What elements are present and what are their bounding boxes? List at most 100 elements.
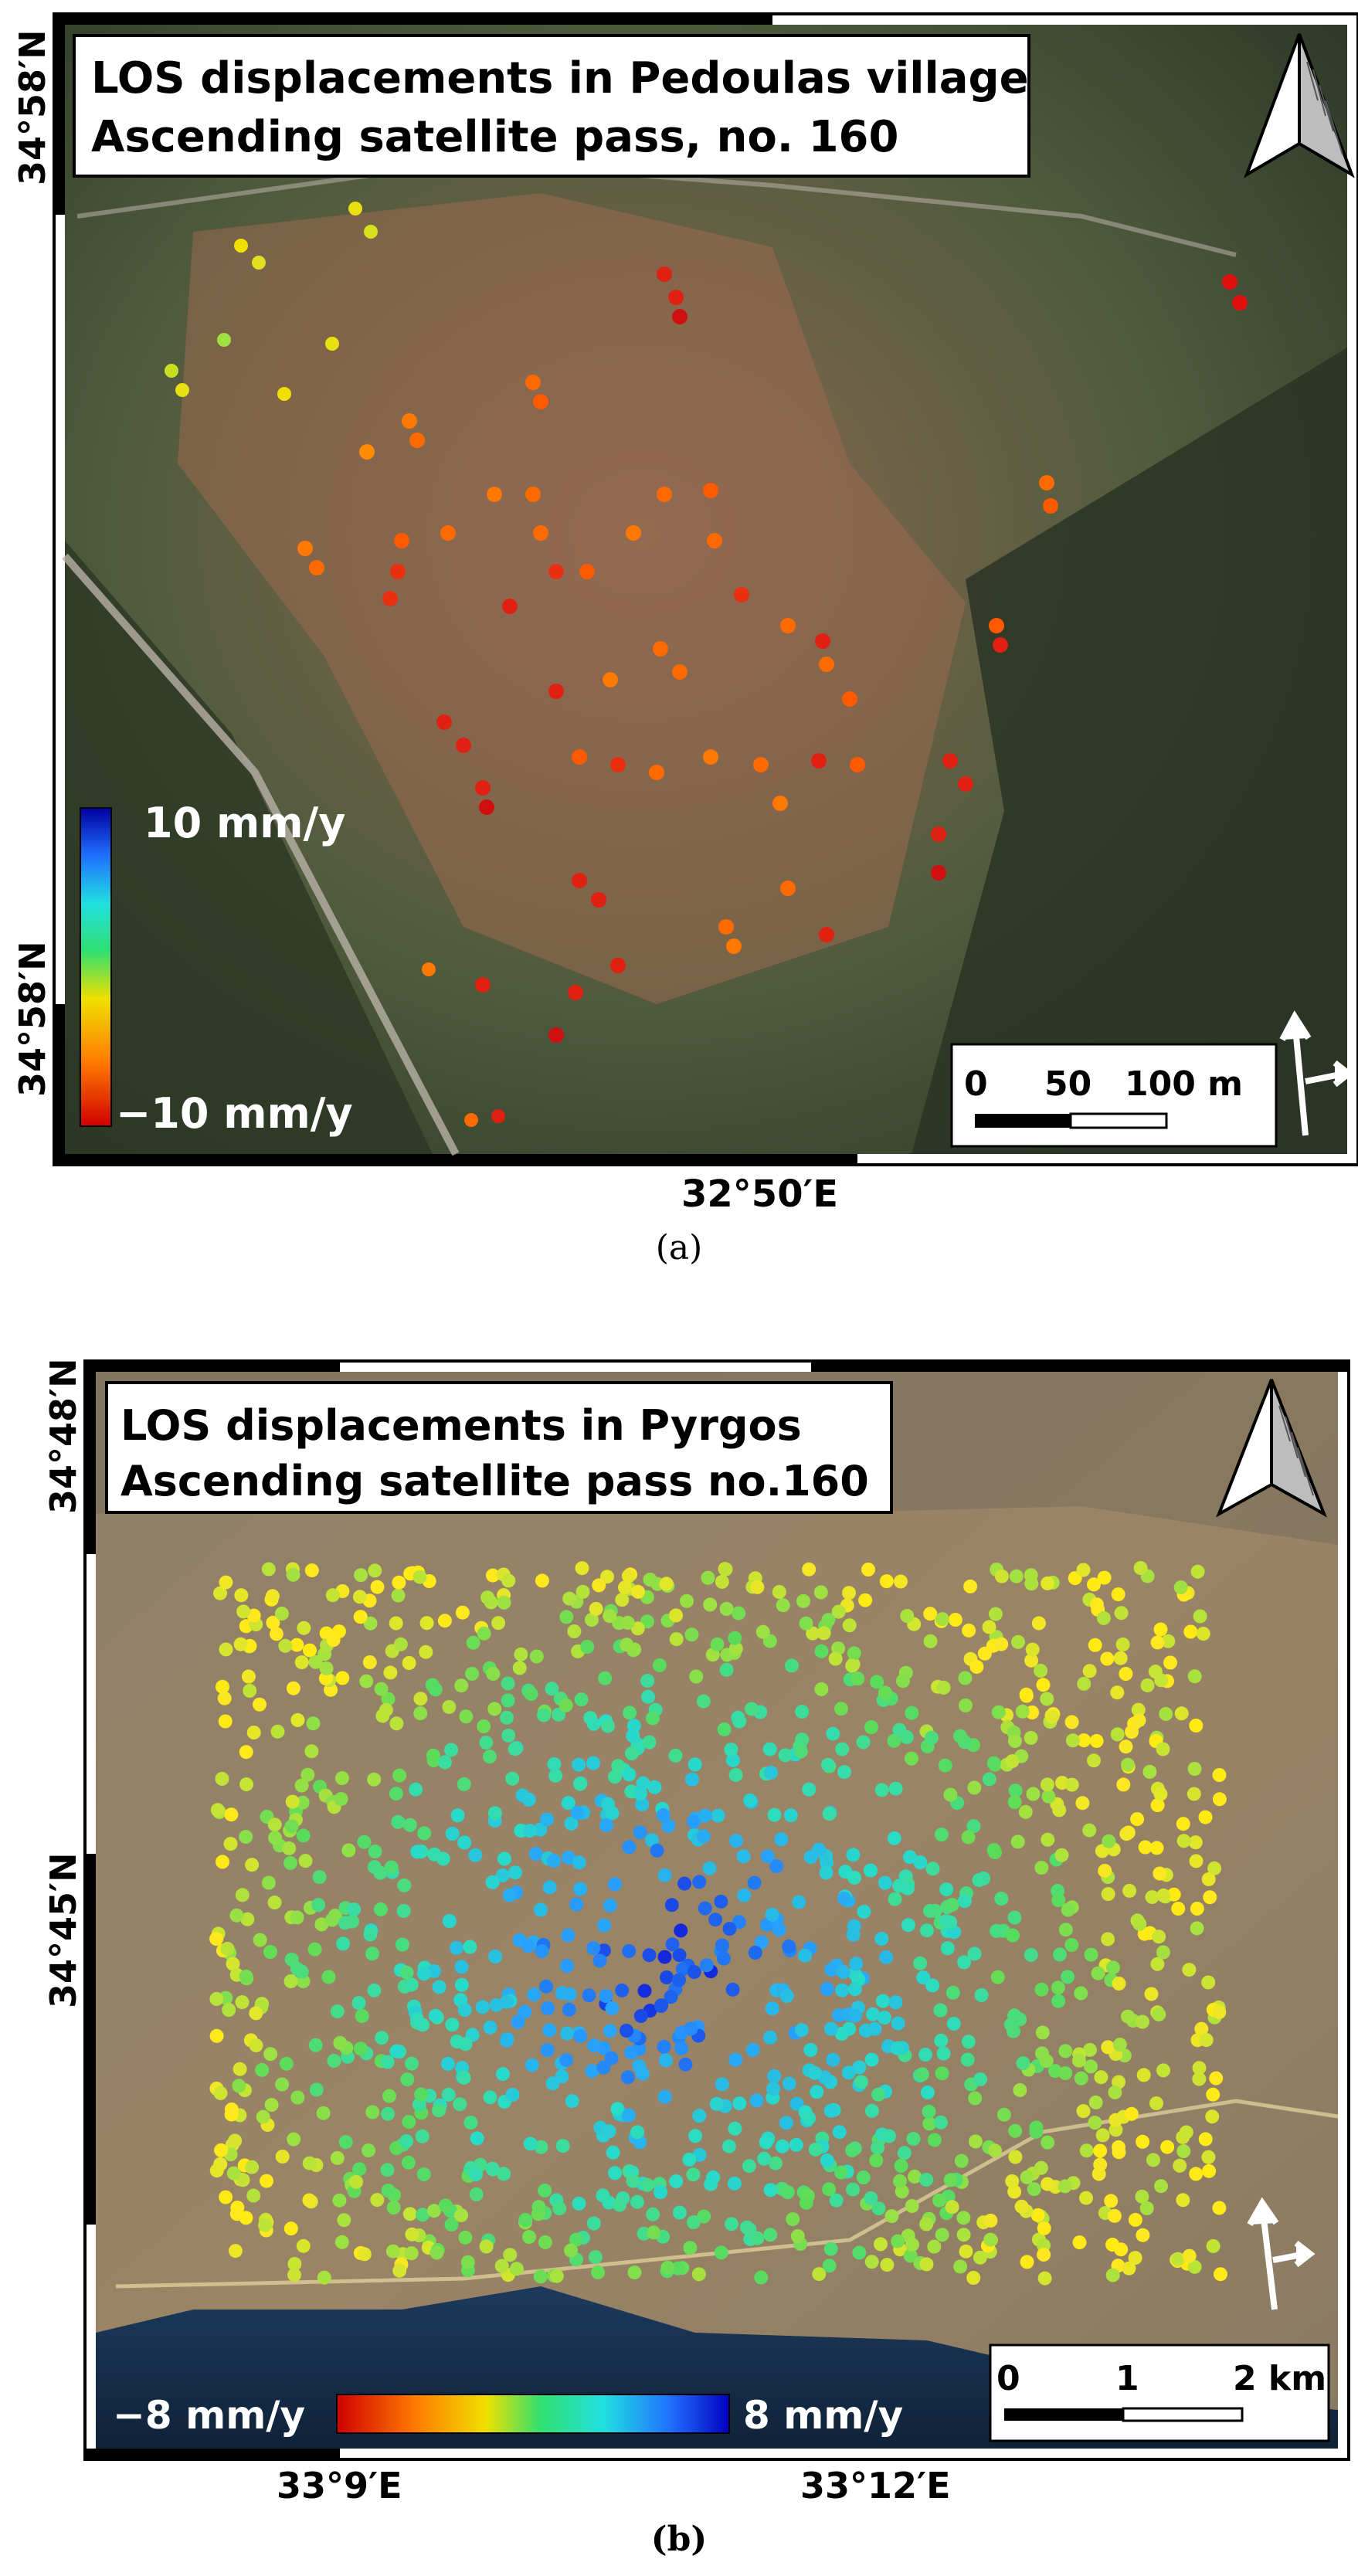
ps-point bbox=[755, 1624, 770, 1639]
ps-point bbox=[861, 1563, 875, 1576]
ps-point bbox=[1011, 1634, 1025, 1649]
ps-point bbox=[389, 2141, 404, 2155]
ps-point bbox=[286, 1567, 300, 1582]
ps-point bbox=[988, 2143, 1003, 2158]
ps-point bbox=[233, 2062, 247, 2076]
ps-point bbox=[785, 1658, 799, 1673]
ps-point bbox=[708, 1912, 723, 1927]
ps-point bbox=[1101, 1932, 1115, 1946]
ps-point bbox=[283, 1855, 297, 1870]
ps-point bbox=[814, 1644, 829, 1658]
ps-point bbox=[217, 1691, 232, 1705]
ps-point bbox=[969, 1659, 984, 1674]
ps-point bbox=[220, 1942, 235, 1956]
ps-point bbox=[460, 2255, 475, 2269]
ps-point bbox=[1087, 1753, 1101, 1768]
ps-point bbox=[668, 290, 684, 305]
ps-point bbox=[542, 2023, 557, 2038]
ps-point bbox=[1091, 1966, 1105, 1980]
coast-road-b bbox=[115, 2099, 1339, 2289]
ps-point bbox=[1161, 1634, 1176, 1648]
ps-point bbox=[591, 892, 606, 908]
ps-point bbox=[786, 2212, 800, 2227]
panel-a-title-line2: Ascending satellite pass, no. 160 bbox=[91, 112, 898, 162]
ps-point bbox=[642, 1735, 657, 1750]
ps-point bbox=[967, 1946, 982, 1961]
ps-point bbox=[732, 1606, 746, 1621]
ps-point bbox=[1152, 1929, 1166, 1944]
los-direction-icon bbox=[1247, 2197, 1316, 2310]
ps-point bbox=[890, 2041, 905, 2055]
ps-point bbox=[487, 1806, 502, 1821]
ps-point bbox=[483, 2090, 497, 2105]
ps-point bbox=[535, 1944, 549, 1958]
ps-point bbox=[1061, 1970, 1075, 1984]
ps-point bbox=[677, 1876, 692, 1891]
ps-point bbox=[697, 2209, 711, 2224]
ps-point bbox=[652, 1658, 667, 1672]
ps-point bbox=[934, 2033, 949, 2048]
ps-point bbox=[829, 2193, 844, 2208]
ps-point bbox=[938, 1758, 952, 1773]
ps-point bbox=[491, 1109, 505, 1123]
panel-b-lon-left: 33°9′E bbox=[277, 2465, 402, 2506]
ps-point bbox=[284, 1819, 299, 1834]
ps-point bbox=[657, 1950, 672, 1964]
ps-point bbox=[349, 2174, 364, 2189]
ps-point bbox=[802, 1562, 816, 1576]
ps-point bbox=[993, 637, 1008, 653]
ps-point bbox=[599, 1989, 613, 2003]
ps-point bbox=[923, 1634, 938, 1648]
ps-point bbox=[1112, 2038, 1127, 2052]
ps-point bbox=[871, 2140, 885, 2155]
ps-point bbox=[636, 1776, 650, 1790]
ps-point bbox=[501, 1573, 516, 1588]
ps-point bbox=[645, 1833, 659, 1848]
ps-point bbox=[565, 2094, 579, 2109]
ps-point bbox=[412, 1570, 427, 1584]
ps-point bbox=[284, 1953, 299, 1967]
ps-point bbox=[1187, 1669, 1202, 1684]
ps-point bbox=[623, 1705, 637, 1720]
ps-point bbox=[596, 2060, 611, 2075]
ps-point bbox=[399, 1965, 414, 1980]
ps-point bbox=[725, 1982, 740, 1997]
ps-point bbox=[657, 2089, 672, 2104]
ps-point bbox=[961, 1830, 976, 1845]
ps-point bbox=[849, 1957, 864, 1971]
ps-point bbox=[1007, 2008, 1022, 2023]
ps-point bbox=[1018, 1804, 1033, 1819]
ps-point bbox=[1144, 1987, 1159, 2001]
ps-point bbox=[686, 2215, 701, 2229]
ps-point bbox=[657, 2039, 671, 2054]
ps-point bbox=[834, 2165, 849, 2180]
ps-point bbox=[483, 1750, 497, 1764]
ps-point bbox=[742, 2159, 756, 2174]
ps-point bbox=[218, 1714, 233, 1729]
ps-point bbox=[303, 1643, 317, 1658]
ps-point bbox=[1034, 2160, 1048, 2175]
ps-point bbox=[1031, 1616, 1046, 1631]
ps-point bbox=[1015, 1704, 1030, 1719]
ps-point bbox=[600, 1719, 615, 1733]
ps-point bbox=[501, 1728, 516, 1743]
ps-point bbox=[1076, 1563, 1091, 1577]
ps-point bbox=[483, 2020, 497, 2035]
ps-point bbox=[549, 2269, 564, 2283]
los-direction-icon bbox=[1279, 1010, 1354, 1136]
ps-point bbox=[477, 1719, 491, 1733]
ps-point bbox=[893, 2174, 907, 2188]
ps-point bbox=[1112, 1977, 1126, 1991]
ps-point bbox=[814, 1682, 829, 1696]
ps-point bbox=[1051, 1994, 1066, 2008]
ps-point bbox=[436, 714, 452, 730]
ps-point bbox=[338, 1916, 352, 1930]
ps-point bbox=[888, 1995, 903, 2010]
ps-point bbox=[487, 487, 502, 502]
ps-point bbox=[736, 1849, 751, 1864]
ps-point bbox=[555, 2139, 570, 2153]
ps-point bbox=[1041, 2135, 1055, 2150]
ps-point bbox=[611, 1759, 626, 1773]
ps-point bbox=[674, 2041, 689, 2055]
ps-point bbox=[1065, 1733, 1080, 1748]
